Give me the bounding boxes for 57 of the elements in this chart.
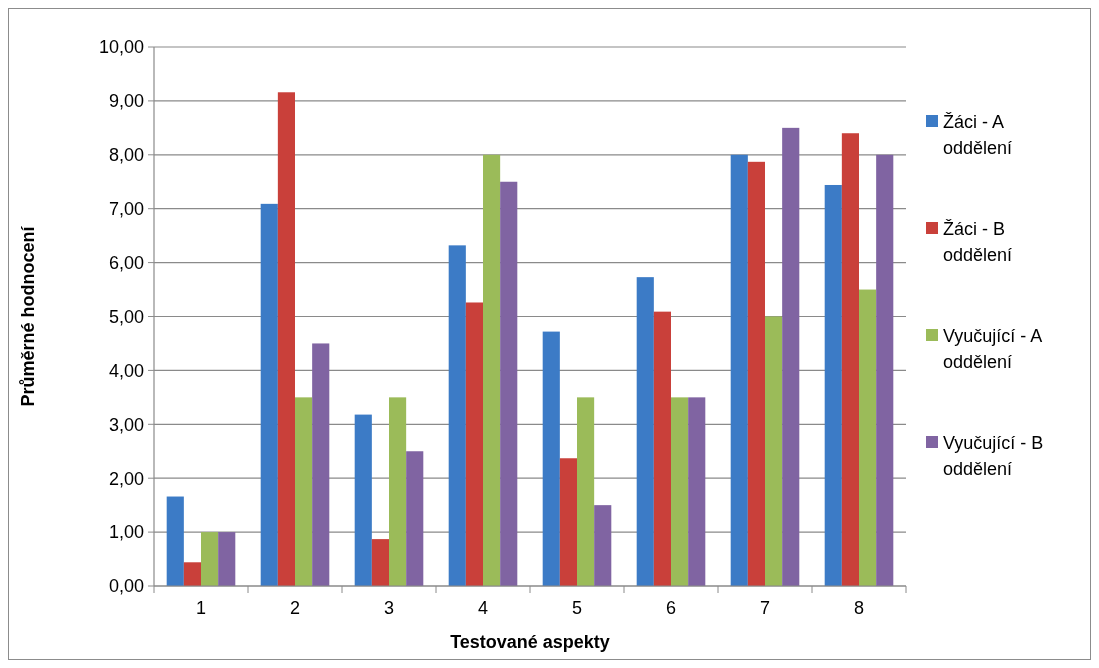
bar	[747, 161, 765, 586]
y-tick-label: 2,00	[108, 468, 144, 489]
y-tick-label: 0,00	[108, 576, 144, 597]
bar	[594, 505, 612, 586]
bar	[688, 397, 706, 586]
x-axis-title: Testované aspekty	[450, 632, 610, 652]
bar	[371, 539, 389, 586]
bar	[765, 316, 783, 586]
bar	[559, 458, 577, 586]
bar	[876, 154, 894, 586]
bar	[183, 562, 201, 586]
y-tick-label: 4,00	[108, 360, 144, 381]
bar	[653, 311, 671, 586]
bar	[636, 277, 654, 586]
x-tick-label: 3	[383, 598, 395, 618]
legend-label: Žáci - B oddělení	[943, 219, 1013, 266]
bar	[542, 331, 560, 586]
y-tick-label: 9,00	[108, 91, 144, 112]
x-tick-label: 4	[477, 598, 489, 618]
legend-label: Vyučující - A oddělení	[943, 326, 1043, 373]
y-tick-label: 10,00	[98, 37, 144, 58]
bar	[448, 245, 466, 586]
x-tick-label: 6	[665, 598, 677, 618]
bar	[465, 302, 483, 586]
y-tick-label: 1,00	[108, 522, 144, 543]
bar	[824, 184, 842, 586]
y-tick-label: 3,00	[108, 414, 144, 435]
x-tick-label: 7	[759, 598, 771, 618]
y-tick-label: 6,00	[108, 252, 144, 273]
bar	[577, 397, 595, 586]
bar	[389, 397, 407, 586]
bar	[500, 181, 518, 586]
bar	[166, 496, 184, 586]
bar	[406, 451, 424, 586]
bar	[841, 133, 859, 586]
bar	[312, 343, 330, 586]
bar	[354, 414, 372, 586]
bar	[260, 203, 278, 586]
bar	[483, 154, 501, 586]
x-tick-label: 1	[195, 598, 207, 618]
x-tick-label: 5	[571, 598, 583, 618]
bar	[201, 532, 219, 586]
bar	[295, 397, 313, 586]
y-tick-label: 7,00	[108, 199, 144, 219]
bar	[782, 127, 800, 586]
legend-label: Žáci - A oddělení	[943, 112, 1013, 159]
x-tick-label: 2	[289, 598, 301, 618]
bar	[218, 532, 236, 586]
bar	[277, 92, 295, 586]
y-axis-title: Průměrné hodnocení	[18, 225, 38, 407]
bar	[730, 154, 748, 586]
x-tick-label: 8	[853, 598, 865, 618]
legend-label: Vyučující - B oddělení	[943, 433, 1044, 480]
y-tick-label: 5,00	[108, 306, 144, 327]
bar	[671, 397, 689, 586]
bar	[859, 289, 877, 586]
y-tick-label: 8,00	[108, 145, 144, 166]
